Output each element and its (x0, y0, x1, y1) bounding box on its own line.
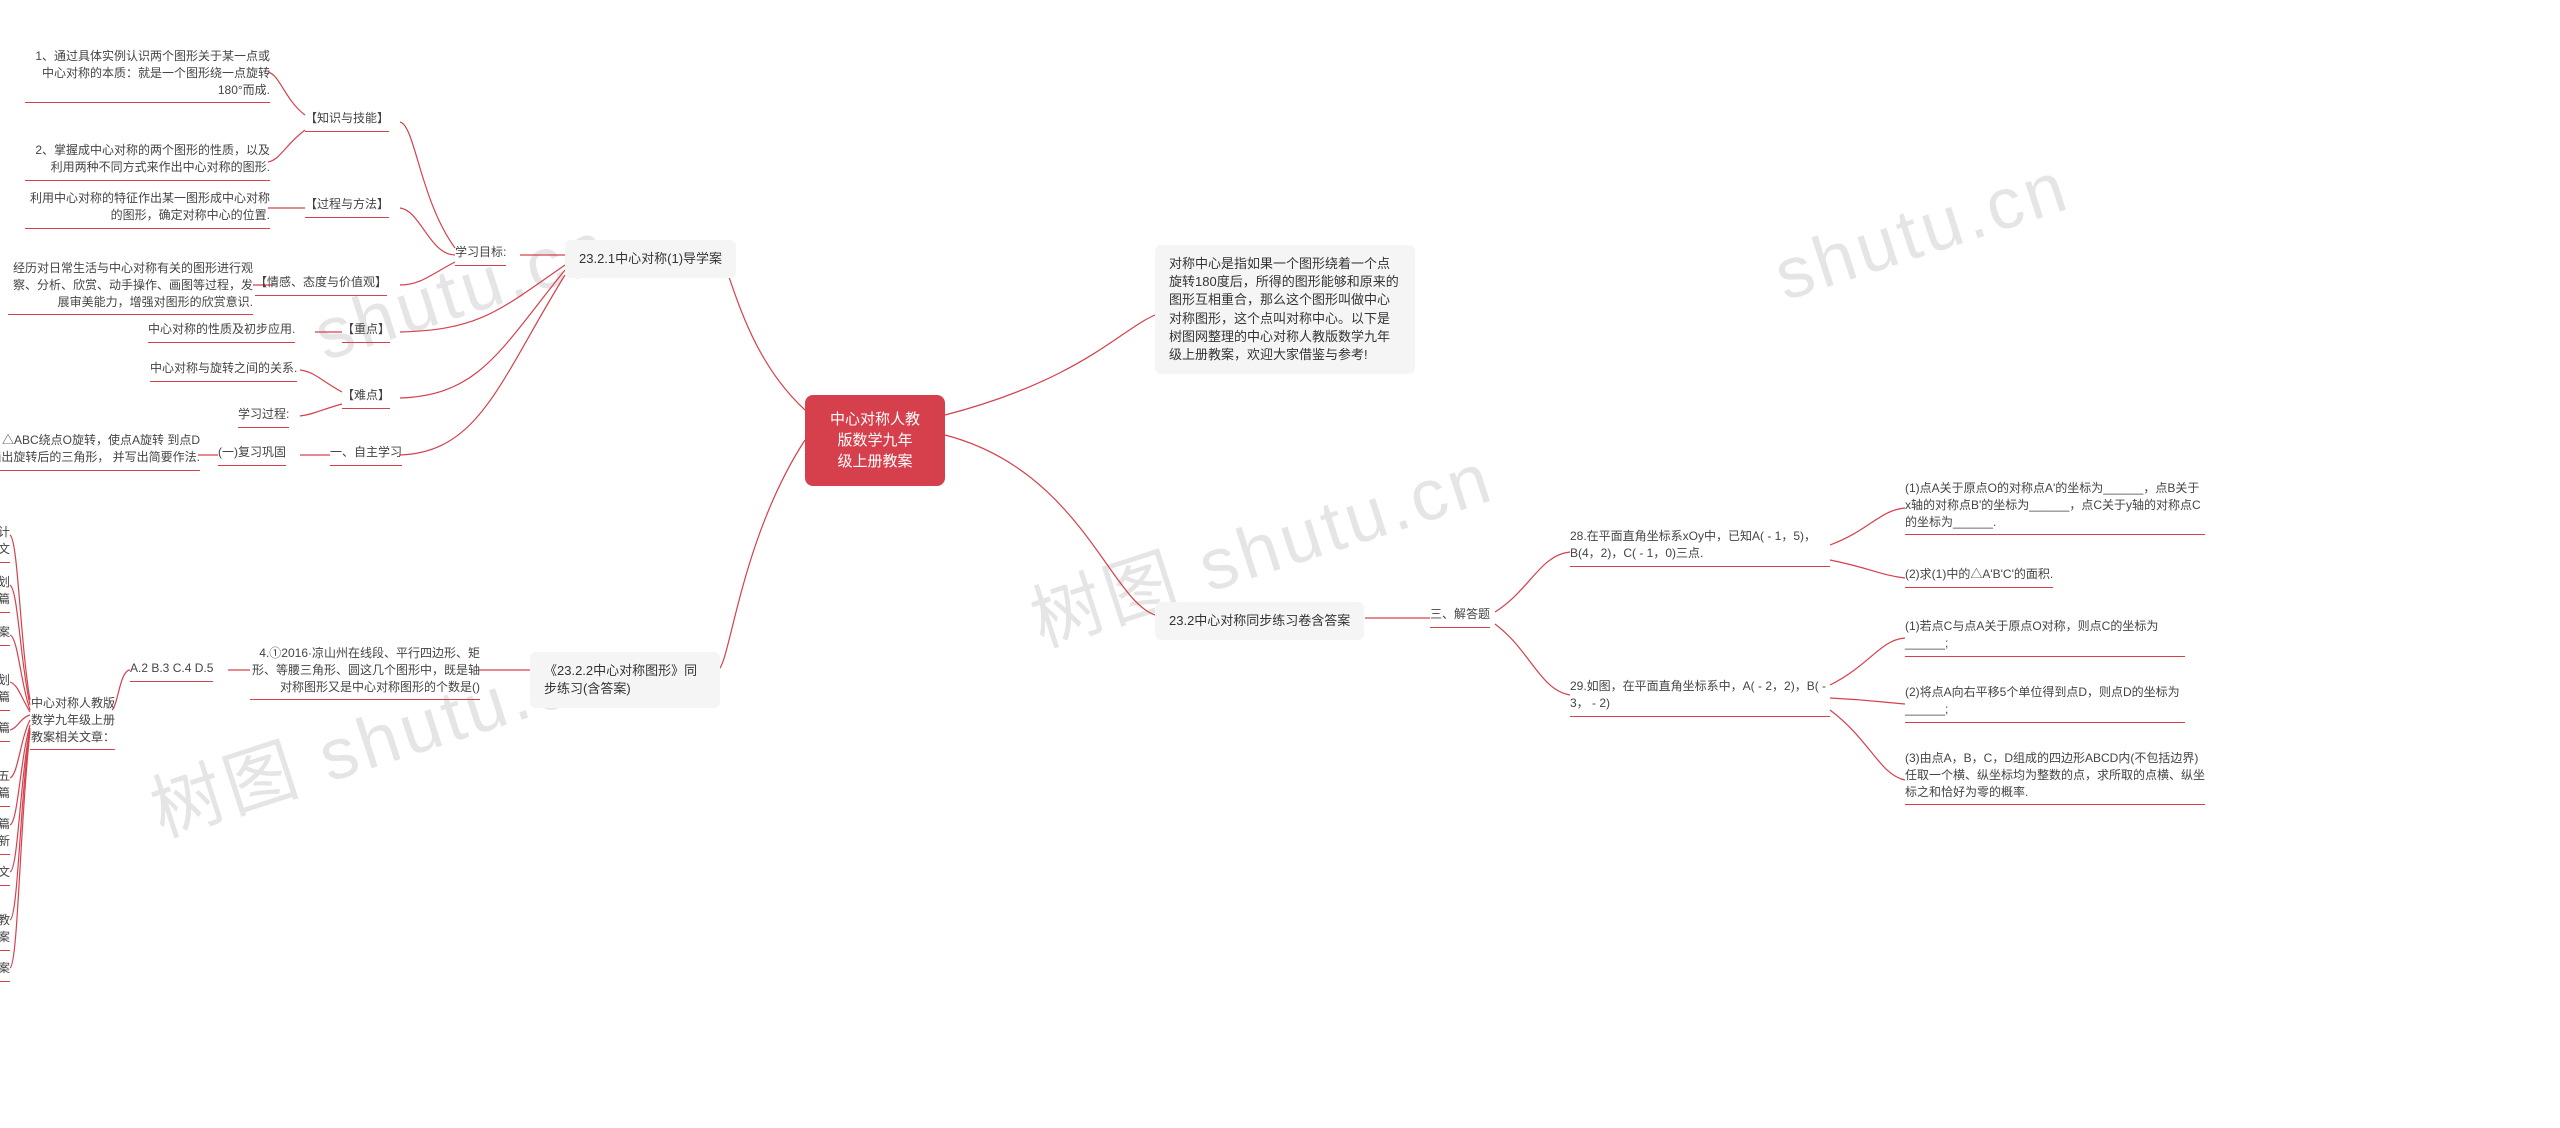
practice-q: 4.①2016·凉山州在线段、平行四边形、矩形、等腰三角形、圆这几个图形中，既是… (250, 645, 480, 700)
answers-title[interactable]: 23.2中心对称同步练习卷含答案 (1155, 602, 1364, 640)
q29-a: (1)若点C与点A关于原点O对称，则点C的坐标为______; (1905, 618, 2185, 657)
intro-node[interactable]: 对称中心是指如果一个图形绕着一个点旋转180度后，所得的图形能够和原来的图形互相… (1155, 245, 1415, 374)
related-item-3[interactable]: ★ 人教版数学九年级上册优秀教学计划五篇 (0, 672, 10, 711)
root-node[interactable]: 中心对称人教版数学九年 级上册教案 (805, 395, 945, 486)
related-item-2[interactable]: ★ 九年级数学教案 (0, 624, 10, 646)
edge-layer (0, 0, 2560, 1128)
knowledge-label: 【知识与技能】 (305, 110, 389, 132)
keypoint-text: 中心对称的性质及初步应用. (148, 321, 295, 343)
related-item-1[interactable]: ★ 人教版数学九年级上册教学计划五篇 (0, 574, 10, 613)
related-item-5[interactable]: ★ 人教版九年级数学上册教学计划五篇 (0, 768, 10, 807)
related-item-8[interactable]: ★ 2021最新北师大版九年级数学上册教案 (0, 912, 10, 951)
hardpoint-label: 【难点】 (342, 387, 390, 409)
hardpoint-item-0: 中心对称与旋转之间的关系. (150, 360, 297, 382)
practice-options: A.2 B.3 C.4 D.5 (130, 660, 213, 682)
related-item-6[interactable]: ★ 新人教版九年级数学三角函数教案5篇最新 (0, 816, 10, 855)
goal-label: 学习目标: (455, 244, 506, 266)
keypoint-label: 【重点】 (342, 321, 390, 343)
q29-b: (2)将点A向右平移5个单位得到点D，则点D的坐标为______; (1905, 684, 2185, 723)
related-item-7[interactable]: ★ 最新九年级数学公开课教案例文 (0, 864, 10, 886)
value-label: 【情感、态度与价值观】 (255, 274, 387, 296)
related-title: 中心对称人教版数学九年级上册教案相关文章： (30, 695, 115, 750)
hardpoint-item-1: 学习过程: (238, 406, 289, 428)
review-label: (一)复习巩固 (218, 444, 286, 466)
q28-a: (1)点A关于原点O的对称点A'的坐标为______，点B关于x轴的对称点B'的… (1905, 480, 2205, 535)
q28-stem: 28.在平面直角坐标系xOy中，已知A( - 1，5)，B(4，2)，C( - … (1570, 528, 1830, 567)
related-item-4[interactable]: ★ 数学九年级上册优秀教案五篇 (0, 720, 10, 742)
process-text: 利用中心对称的特征作出某一图形成中心对称的图形，确定对称中心的位置. (25, 190, 270, 229)
mindmap-canvas: 树图 shutu.cn shutu.cn 树图 shutu.cn shutu.c… (0, 0, 2560, 1128)
answers-section: 三、解答题 (1430, 606, 1490, 628)
review-text: 如图，△ABC绕点O旋转，使点A旋转 到点D处，画出旋转后的三角形， 并写出简要… (0, 432, 200, 471)
q29-stem: 29.如图，在平面直角坐标系中，A( - 2，2)，B( - 3， - 2) (1570, 678, 1830, 717)
k1: 1、通过具体实例认识两个图形关于某一点或中心对称的本质：就是一个图形绕一点旋转1… (25, 48, 270, 103)
q28-b: (2)求(1)中的△A'B'C'的面积. (1905, 566, 2053, 588)
value-text: 经历对日常生活与中心对称有关的图形进行观察、分析、欣赏、动手操作、画图等过程，发… (8, 260, 253, 315)
self-study-label: 一、自主学习 (330, 444, 402, 466)
watermark: shutu.cn (1765, 145, 2080, 317)
related-item-9[interactable]: ★ 2021最新九年级数学上册教案 (0, 960, 10, 982)
q29-c: (3)由点A，B，C，D组成的四边形ABCD内(不包括边界)任取一个横、纵坐标均… (1905, 750, 2205, 805)
process-label: 【过程与方法】 (305, 196, 389, 218)
practice-title[interactable]: 《23.2.2中心对称图形》同步练习(含答案) (530, 652, 720, 708)
related-item-0[interactable]: ★ 人教版数学九年级上册教学设计范文 (0, 524, 10, 563)
guide-title[interactable]: 23.2.1中心对称(1)导学案 (565, 240, 736, 278)
k2: 2、掌握成中心对称的两个图形的性质，以及利用两种不同方式来作出中心对称的图形. (25, 142, 270, 181)
